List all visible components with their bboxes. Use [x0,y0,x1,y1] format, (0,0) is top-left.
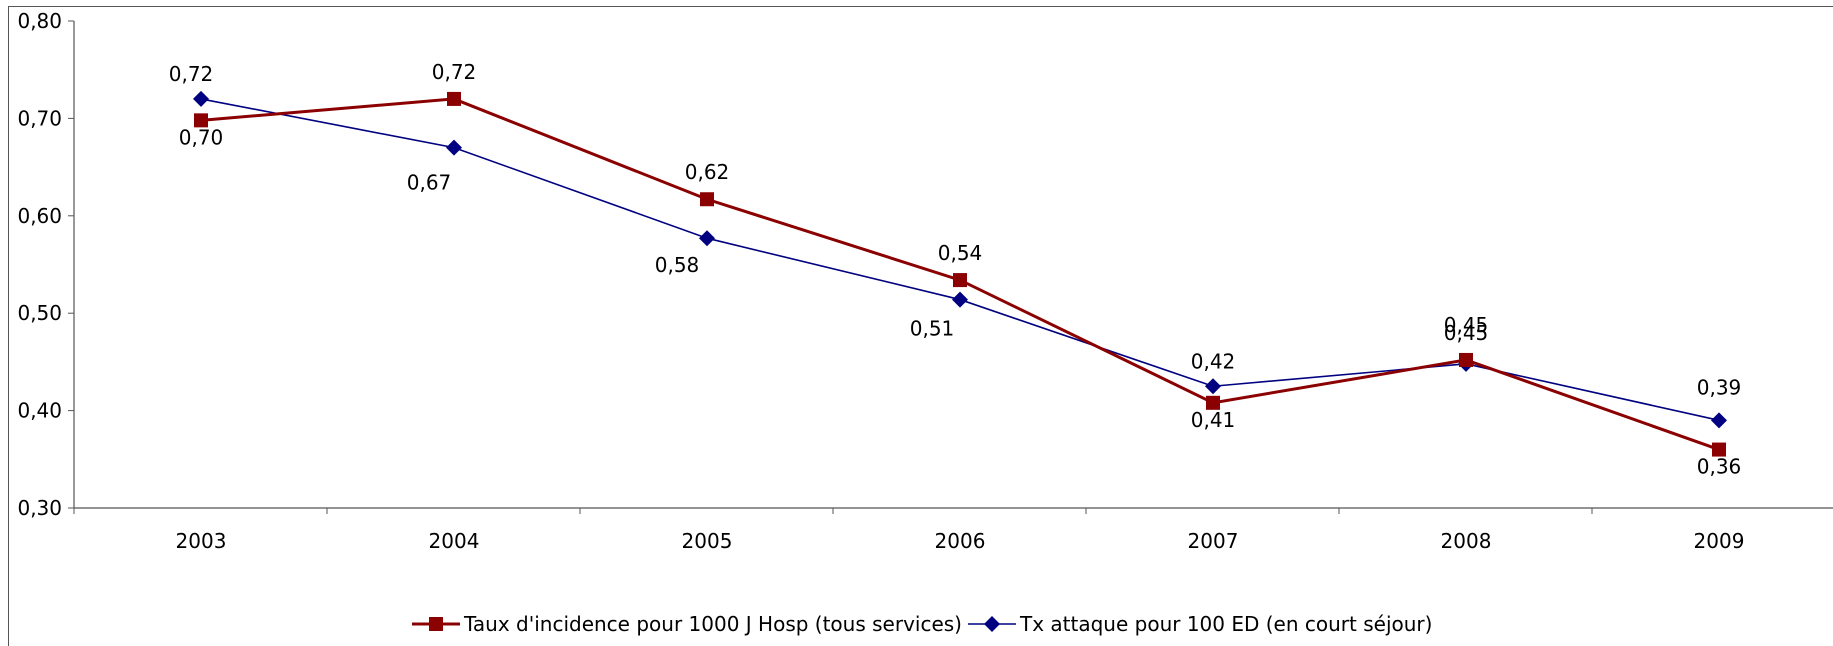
data-label-tx-attaque: 0,67 [407,171,452,195]
data-point-tx-attaque [1711,412,1727,429]
data-point-taux-incidence [1206,395,1220,410]
legend-label: Tx attaque pour 100 ED (en court séjour) [1019,612,1432,636]
legend-diamond-icon [984,616,1000,632]
data-label-taux-incidence: 0,72 [432,60,477,84]
data-point-tx-attaque [446,139,462,156]
y-tick-label: 0,60 [17,204,62,228]
data-label-taux-incidence: 0,54 [938,241,983,265]
data-label-taux-incidence: 0,70 [179,125,224,149]
x-tick-label: 2005 [682,529,733,553]
axes: 0,30 0,40 0,50 0,60 0,70 0,80 2003 2004 2005 2006… [17,9,1833,553]
legend: Taux d'incidence pour 1000 J Hosp (tous … [412,612,1432,636]
data-label-taux-incidence: 0,62 [685,160,730,184]
chart-frame [8,6,1833,646]
data-point-tx-attaque [952,291,968,308]
data-point-taux-incidence [953,273,967,288]
data-point-tx-attaque [699,230,715,247]
y-tick-label: 0,40 [17,399,62,423]
data-label-taux-incidence: 0,45 [1444,321,1489,345]
y-tick-label: 0,80 [17,9,62,33]
series-layer [193,90,1727,457]
x-tick-label: 2009 [1694,529,1745,553]
data-point-tx-attaque [193,90,209,107]
x-tick-label: 2003 [176,529,227,553]
data-labels: 0,70 0,72 0,62 0,54 0,41 0,45 0,36 0,72 0,67 0,58… [169,60,1742,479]
x-tick-label: 2006 [935,529,986,553]
y-tick-label: 0,30 [17,496,62,520]
legend-item-taux-incidence: Taux d'incidence pour 1000 J Hosp (tous … [412,612,962,636]
data-label-tx-attaque: 0,58 [655,253,700,277]
x-tick-label: 2008 [1441,529,1492,553]
legend-label: Taux d'incidence pour 1000 J Hosp (tous … [463,612,962,636]
data-label-taux-incidence: 0,36 [1697,455,1742,479]
data-label-tx-attaque: 0,39 [1697,375,1742,399]
data-point-taux-incidence [447,91,461,106]
data-point-taux-incidence [1459,352,1473,367]
x-tick-label: 2004 [429,529,480,553]
y-tick-label: 0,50 [17,301,62,325]
legend-square-icon [429,617,443,631]
data-label-tx-attaque: 0,51 [910,317,955,341]
data-point-tx-attaque [1205,378,1221,395]
data-label-tx-attaque: 0,45 [1444,313,1489,337]
data-point-taux-incidence [1712,442,1726,457]
data-label-taux-incidence: 0,41 [1191,408,1236,432]
data-label-tx-attaque: 0,42 [1191,349,1236,373]
legend-item-tx-attaque: Tx attaque pour 100 ED (en court séjour) [968,612,1432,636]
y-tick-label: 0,70 [17,106,62,130]
x-tick-label: 2007 [1188,529,1239,553]
data-point-taux-incidence [194,113,208,128]
data-point-taux-incidence [700,192,714,207]
data-label-tx-attaque: 0,72 [169,62,214,86]
